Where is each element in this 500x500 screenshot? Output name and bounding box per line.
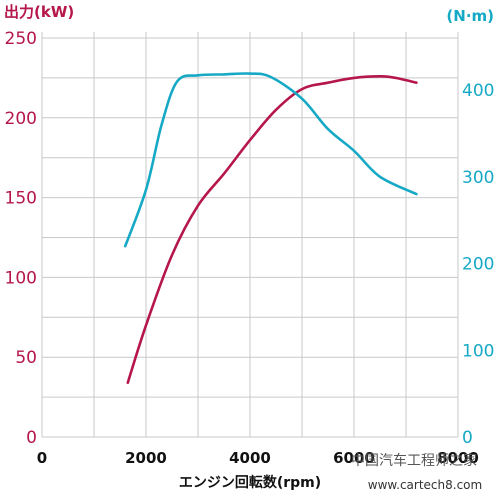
x-tick-label: 8000 xyxy=(437,449,479,467)
y-right-tick-label: 200 xyxy=(462,255,494,275)
y-left-ticks: 0 50 100 150 200 250 xyxy=(5,29,37,448)
x-tick-label: 6000 xyxy=(333,449,375,467)
watermark-cn: 中国汽车工程师之家 xyxy=(351,452,477,469)
y-left-tick-label: 200 xyxy=(5,109,37,129)
series-layer xyxy=(123,72,418,384)
x-ticks: 0 2000 4000 6000 8000 xyxy=(37,449,479,467)
x-tick-label: 0 xyxy=(37,449,47,467)
x-tick-label: 2000 xyxy=(125,449,167,467)
x-axis-title: エンジン回転数(rpm) xyxy=(179,474,321,491)
y-right-tick-label: 300 xyxy=(462,168,494,188)
y-left-tick-label: 250 xyxy=(5,29,37,49)
y-right-ticks: 0 100 200 300 400 xyxy=(462,81,494,448)
y-left-tick-label: 100 xyxy=(5,268,37,288)
y-right-tick-label: 0 xyxy=(462,428,473,448)
y-left-tick-label: 150 xyxy=(5,189,37,209)
y-right-tick-label: 400 xyxy=(462,81,494,101)
watermark-url: www.cartech8.com xyxy=(368,478,482,492)
y-left-tick-label: 50 xyxy=(15,348,37,368)
grid xyxy=(41,32,459,438)
power-curve-line xyxy=(126,75,418,384)
y-left-tick-label: 0 xyxy=(26,428,37,448)
y-left-axis-title: 出力(kW) xyxy=(4,3,74,21)
y-right-axis-title: (N·m) xyxy=(446,7,494,25)
torque-curve-line xyxy=(123,72,418,248)
y-right-tick-label: 100 xyxy=(462,341,494,361)
x-tick-label: 4000 xyxy=(229,449,271,467)
